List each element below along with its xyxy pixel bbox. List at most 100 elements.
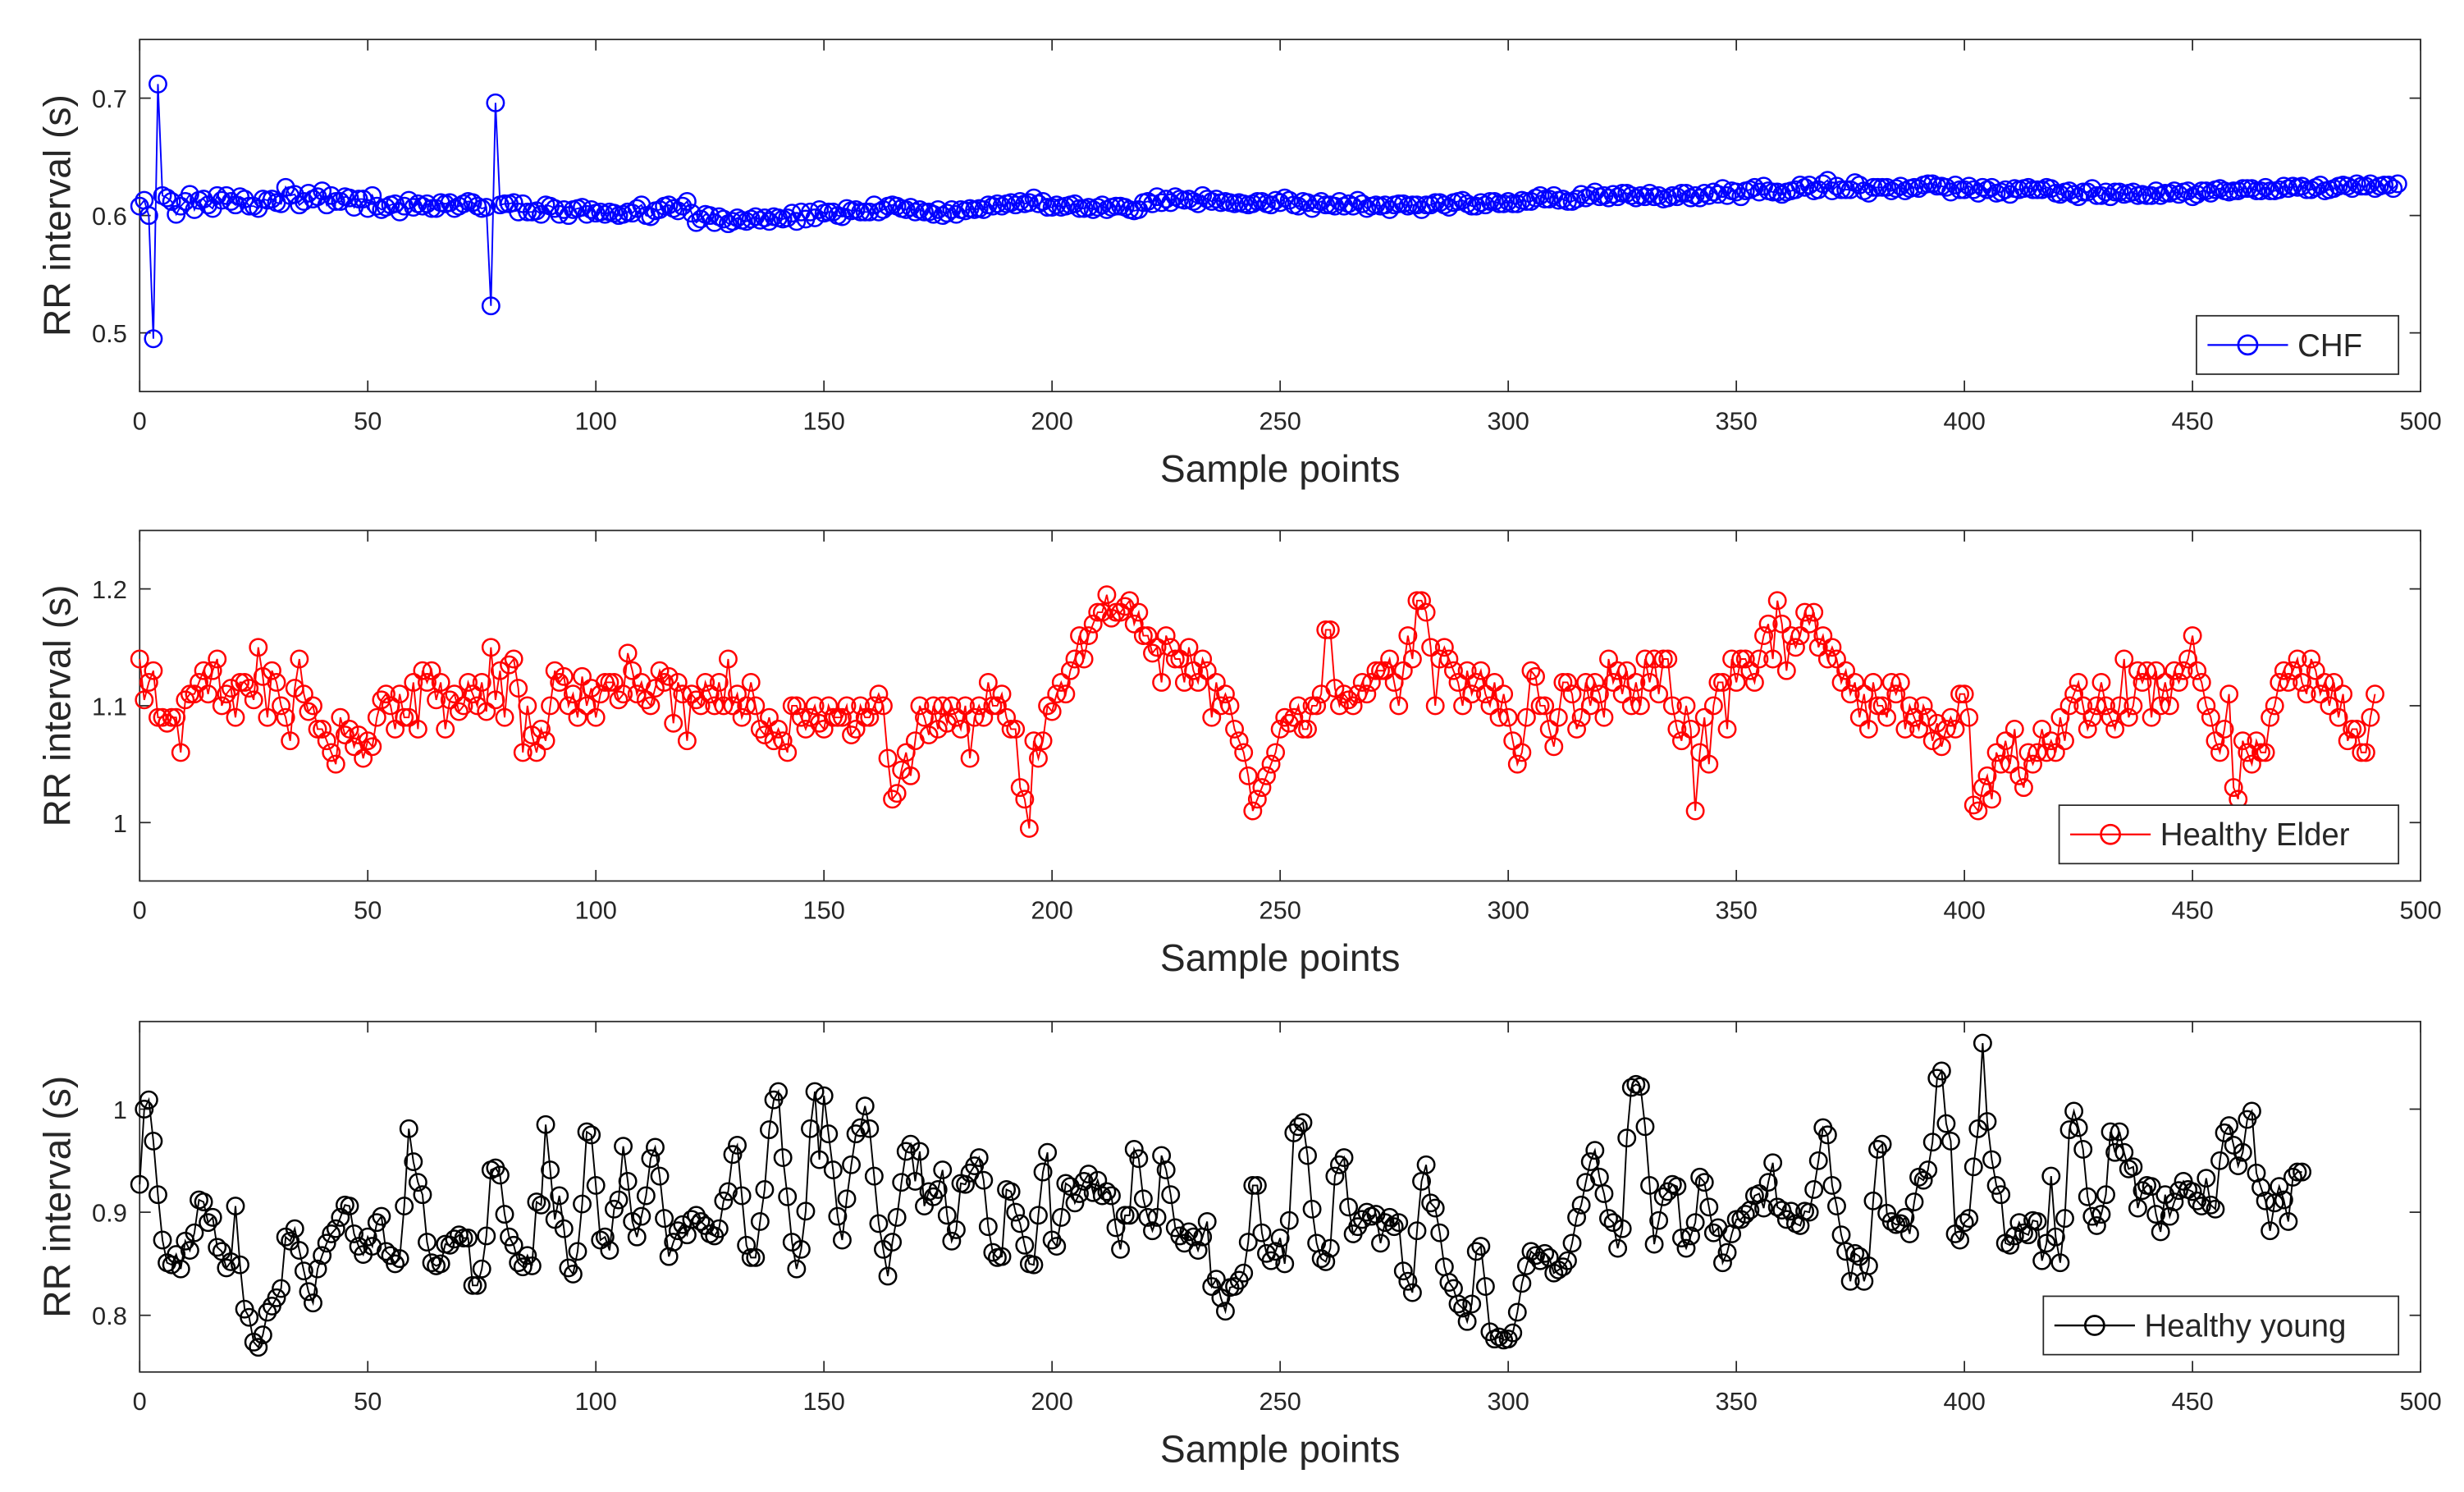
data-point bbox=[1553, 673, 1573, 692]
data-point bbox=[646, 1137, 665, 1157]
data-point bbox=[1790, 626, 1810, 645]
data-point bbox=[668, 1221, 688, 1241]
data-point bbox=[937, 1206, 957, 1225]
data-point bbox=[1398, 1271, 1418, 1291]
data-point bbox=[750, 1211, 770, 1231]
data-point bbox=[1293, 719, 1313, 739]
data-point bbox=[1398, 626, 1418, 645]
data-point bbox=[513, 1257, 533, 1277]
data-point bbox=[573, 666, 592, 686]
data-point bbox=[1567, 190, 1587, 209]
data-point bbox=[937, 204, 957, 223]
series-markers-chf bbox=[130, 74, 2407, 349]
data-point bbox=[1001, 1182, 1021, 1201]
y-tick-label: 0.6 bbox=[92, 202, 127, 231]
data-point bbox=[2091, 673, 2111, 692]
data-point bbox=[135, 1100, 154, 1119]
x-tick-label: 100 bbox=[575, 896, 617, 925]
data-point bbox=[1872, 1134, 1892, 1154]
data-point bbox=[1717, 185, 1737, 205]
data-point bbox=[723, 696, 743, 716]
data-point bbox=[632, 1206, 651, 1226]
data-point bbox=[185, 684, 204, 704]
data-point bbox=[1799, 175, 1819, 195]
data-point bbox=[1913, 1170, 1933, 1190]
data-point bbox=[1603, 673, 1623, 692]
data-point bbox=[2197, 1169, 2216, 1188]
x-tick-label: 250 bbox=[1259, 406, 1301, 435]
data-point bbox=[1065, 1193, 1085, 1213]
data-point bbox=[1726, 182, 1746, 202]
data-point bbox=[1954, 1213, 1974, 1233]
data-point bbox=[2050, 707, 2070, 727]
data-point bbox=[969, 696, 989, 716]
data-point bbox=[728, 1135, 747, 1155]
data-point bbox=[2137, 661, 2156, 680]
data-point bbox=[2251, 743, 2270, 762]
data-point bbox=[2096, 182, 2115, 202]
data-point bbox=[1453, 1298, 1473, 1318]
data-point bbox=[1229, 731, 1249, 751]
data-point bbox=[901, 198, 921, 217]
x-tick-label: 50 bbox=[354, 896, 382, 925]
data-point bbox=[1147, 1207, 1167, 1227]
data-point bbox=[664, 713, 683, 733]
data-point bbox=[1676, 183, 1696, 203]
data-point bbox=[1899, 696, 1919, 716]
data-point bbox=[2325, 673, 2343, 692]
panel-chf: 0 50 100 150 200 250 300 350 400 450 500 0.5 0.6 0.7 S… bbox=[36, 39, 2442, 490]
data-point bbox=[272, 696, 291, 716]
data-point bbox=[180, 1241, 199, 1261]
data-point bbox=[1047, 684, 1067, 704]
data-point bbox=[1599, 188, 1618, 208]
data-point bbox=[1535, 696, 1555, 716]
data-point bbox=[2192, 181, 2211, 201]
data-point bbox=[2293, 673, 2312, 692]
data-point bbox=[413, 1185, 432, 1205]
panel-elder: 0 50 100 150 200 250 300 350 400 450 500 1 1.1 1.2 Sam… bbox=[36, 529, 2442, 979]
data-point bbox=[1334, 1148, 1354, 1167]
data-point bbox=[1649, 1211, 1669, 1230]
data-point bbox=[1713, 673, 1732, 692]
x-tick-label: 350 bbox=[1715, 896, 1757, 925]
data-point bbox=[1462, 1294, 1482, 1314]
data-point bbox=[1612, 684, 1632, 704]
data-point bbox=[1945, 1224, 1965, 1243]
x-tick-label: 0 bbox=[133, 406, 147, 435]
data-point bbox=[842, 725, 862, 744]
data-point bbox=[1320, 1238, 1340, 1258]
data-point bbox=[1302, 1199, 1322, 1219]
data-point bbox=[641, 696, 661, 716]
data-point bbox=[655, 1209, 674, 1229]
data-point bbox=[550, 1186, 569, 1206]
data-point bbox=[837, 696, 857, 716]
data-point bbox=[582, 1125, 601, 1145]
data-point bbox=[805, 1082, 825, 1101]
data-point bbox=[1530, 696, 1550, 716]
data-point bbox=[1216, 1302, 1235, 1321]
data-point bbox=[1703, 1223, 1723, 1243]
data-point bbox=[1713, 1253, 1732, 1273]
data-point bbox=[568, 1242, 587, 1261]
data-point bbox=[1120, 1206, 1140, 1225]
data-point bbox=[518, 202, 537, 222]
data-point bbox=[1662, 696, 1682, 716]
x-tick-label: 450 bbox=[2171, 1387, 2213, 1416]
data-point bbox=[946, 707, 966, 727]
data-point bbox=[2096, 696, 2115, 716]
data-point bbox=[322, 743, 341, 762]
data-point bbox=[208, 649, 227, 669]
data-point bbox=[1936, 177, 1956, 197]
data-point bbox=[787, 1259, 807, 1279]
data-point bbox=[1781, 626, 1801, 645]
data-point bbox=[814, 1086, 834, 1105]
data-point bbox=[171, 743, 190, 762]
data-point bbox=[372, 690, 391, 710]
data-point bbox=[709, 1219, 729, 1238]
data-point bbox=[2274, 1190, 2293, 1210]
data-point bbox=[1562, 1233, 1582, 1253]
data-point bbox=[2073, 182, 2093, 202]
data-point bbox=[2050, 1253, 2070, 1273]
data-point bbox=[2329, 707, 2348, 727]
data-point bbox=[2388, 174, 2407, 194]
